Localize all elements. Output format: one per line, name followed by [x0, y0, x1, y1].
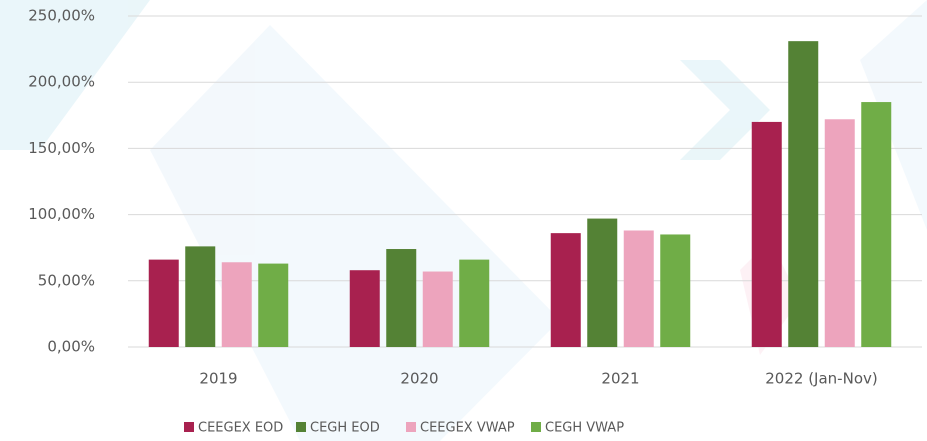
legend-swatch — [406, 422, 416, 432]
y-tick-label: 150,00% — [28, 139, 95, 157]
bar — [824, 119, 855, 347]
bar — [221, 262, 252, 347]
bar — [751, 121, 782, 347]
bar — [660, 234, 691, 347]
x-tick-label: 2021 — [601, 370, 639, 388]
bar — [349, 270, 380, 347]
bar — [459, 259, 490, 347]
legend-label: CEEGEX VWAP — [420, 421, 515, 436]
legend-swatch — [184, 422, 194, 432]
x-tick-label: 2020 — [400, 370, 438, 388]
bar — [148, 259, 179, 347]
legend-label: CEGH VWAP — [545, 421, 624, 436]
bar — [861, 102, 892, 347]
x-tick-label: 2022 (Jan-Nov) — [765, 370, 877, 388]
legend-swatch — [531, 422, 541, 432]
bar — [623, 230, 654, 347]
y-tick-label: 100,00% — [28, 205, 95, 223]
bar — [587, 218, 618, 347]
x-tick-label: 2019 — [199, 370, 237, 388]
y-tick-label: 200,00% — [28, 73, 95, 91]
legend-label: CEEGEX EOD — [198, 421, 283, 436]
y-tick-label: 0,00% — [47, 338, 95, 356]
bar — [788, 41, 819, 347]
legend-swatch — [296, 422, 306, 432]
bar — [386, 249, 417, 347]
bar — [258, 263, 289, 347]
y-tick-label: 250,00% — [28, 7, 95, 25]
bar — [550, 233, 581, 347]
bar — [422, 271, 453, 347]
y-tick-label: 50,00% — [38, 271, 95, 289]
legend-label: CEGH EOD — [310, 421, 380, 436]
bar — [185, 246, 216, 347]
